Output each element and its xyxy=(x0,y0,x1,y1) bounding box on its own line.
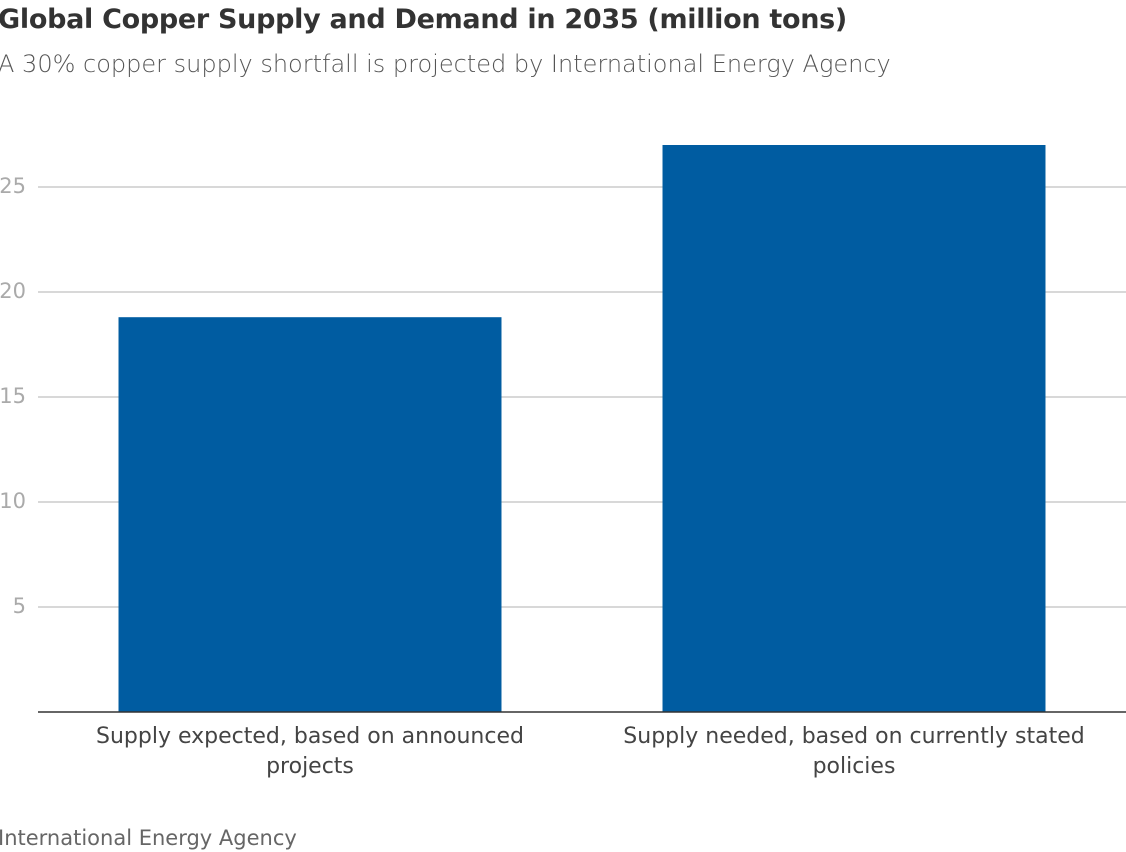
source-note: International Energy Agency xyxy=(0,826,297,850)
y-tick-label: 5 xyxy=(13,594,26,618)
y-tick-label: 10 xyxy=(0,489,26,513)
bar xyxy=(118,317,502,712)
chart-title: Global Copper Supply and Demand in 2035 … xyxy=(0,4,847,35)
x-tick-label: Supply expected, based on announced proj… xyxy=(96,724,524,779)
y-tick-label: 25 xyxy=(0,174,26,198)
y-tick-label: 20 xyxy=(0,279,26,303)
x-tick-label: Supply needed, based on currently stated… xyxy=(623,724,1085,779)
y-tick-label: 15 xyxy=(0,384,26,408)
bar xyxy=(662,145,1046,712)
chart-subtitle: A 30% copper supply shortfall is project… xyxy=(0,50,891,78)
